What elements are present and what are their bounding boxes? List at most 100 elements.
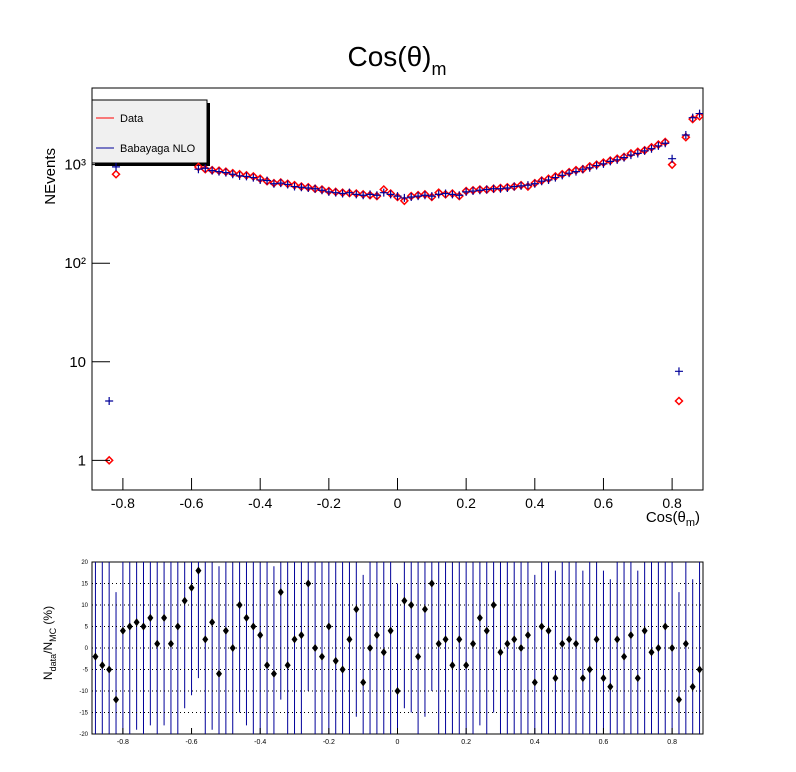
ratio-point (449, 661, 456, 670)
mc-point (249, 173, 258, 182)
mc-point (482, 185, 491, 194)
x-tick-label: -0.8 (117, 739, 129, 746)
ratio-title-mid: /N (41, 642, 55, 654)
ratio-point (470, 639, 477, 648)
ratio-point (696, 665, 703, 674)
ratio-point (277, 588, 284, 597)
legend-label: Babayaga NLO (120, 143, 196, 155)
ratio-point (367, 644, 374, 652)
ratio-title-sub2: MC (48, 627, 58, 641)
mc-point (544, 175, 553, 184)
ratio-point (284, 661, 291, 670)
mc-point (434, 190, 443, 199)
ratio-point (222, 626, 229, 635)
legend: Data Babayaga NLO (91, 99, 210, 166)
mc-point (469, 187, 478, 196)
mc-point (578, 165, 587, 174)
ratio-point (161, 613, 168, 622)
ratio-point (216, 669, 223, 678)
mc-point (695, 109, 703, 118)
mc-point (400, 193, 409, 202)
ratio-point (113, 695, 120, 704)
mc-point (599, 159, 608, 168)
title-main: Cos(θ) (347, 41, 431, 72)
ratio-point (195, 566, 202, 575)
ratio-point (490, 601, 497, 609)
ratio-point (531, 678, 538, 687)
ratio-point (456, 635, 463, 644)
ratio-point (353, 605, 360, 614)
mc-point (585, 163, 594, 172)
data-point (674, 396, 684, 406)
ratio-title-end: (%) (41, 606, 55, 628)
ratio-point (593, 635, 600, 644)
ratio-point (421, 605, 428, 614)
top-plot (104, 109, 703, 465)
mc-point (626, 151, 635, 160)
ratio-point (442, 635, 449, 644)
ratio-point (312, 644, 319, 652)
data-point (399, 196, 409, 206)
ratio-point (518, 644, 525, 652)
ratio-point (655, 644, 662, 652)
title-sub: m (432, 59, 447, 79)
mc-point (688, 113, 697, 122)
ratio-point (154, 639, 161, 648)
ratio-point (545, 626, 552, 635)
ratio-point (270, 669, 277, 678)
ratio-point (133, 618, 140, 627)
ratio-point (257, 631, 264, 640)
data-point (111, 169, 121, 179)
ratio-point (140, 622, 147, 631)
ratio-point (641, 626, 648, 635)
mc-point (455, 191, 464, 200)
ratio-point (627, 631, 634, 640)
mc-point (558, 171, 567, 180)
mc-point (263, 176, 272, 185)
ratio-point (607, 682, 614, 691)
mc-point (194, 165, 203, 174)
ratio-point (572, 639, 579, 648)
mc-point (448, 190, 457, 199)
ratio-point (675, 695, 682, 704)
ratio-point (92, 652, 99, 661)
mc-point (105, 397, 114, 406)
mc-point (276, 179, 285, 188)
ratio-point (504, 639, 511, 648)
mc-point (420, 191, 429, 200)
mc-point (654, 141, 663, 150)
x-title-main: Cos(θ (646, 509, 686, 526)
ratio-point (298, 631, 305, 640)
ratio-point (264, 661, 271, 670)
ratio-point (497, 648, 504, 657)
ratio-point (147, 613, 154, 622)
ratio-point (682, 639, 689, 648)
ratio-point (621, 652, 628, 661)
y-tick-label: 5 (85, 625, 89, 631)
x-tick-label: 0.6 (599, 739, 609, 746)
x-tick-label: -0.6 (186, 739, 198, 746)
mc-point (633, 149, 642, 158)
mc-point (235, 171, 244, 180)
mc-point (441, 189, 450, 198)
mc-point (414, 192, 423, 201)
mc-point (393, 192, 402, 201)
x-tick-label: 0.4 (530, 739, 540, 746)
ratio-point (202, 635, 209, 644)
data-point (104, 455, 114, 465)
x-tick-label: -0.4 (248, 495, 272, 511)
mc-point (496, 184, 505, 193)
x-tick-label: -0.2 (317, 495, 341, 511)
mc-point (517, 181, 526, 190)
ratio-point (360, 678, 367, 687)
mc-point (317, 186, 326, 195)
mc-point (523, 181, 532, 190)
mc-point (427, 192, 436, 201)
mc-point (571, 167, 580, 176)
y-tick-label: 10² (64, 255, 86, 272)
mc-point (537, 177, 546, 186)
x-tick-label: -0.2 (323, 739, 335, 746)
mc-point (462, 187, 471, 196)
ratio-point (401, 596, 408, 605)
